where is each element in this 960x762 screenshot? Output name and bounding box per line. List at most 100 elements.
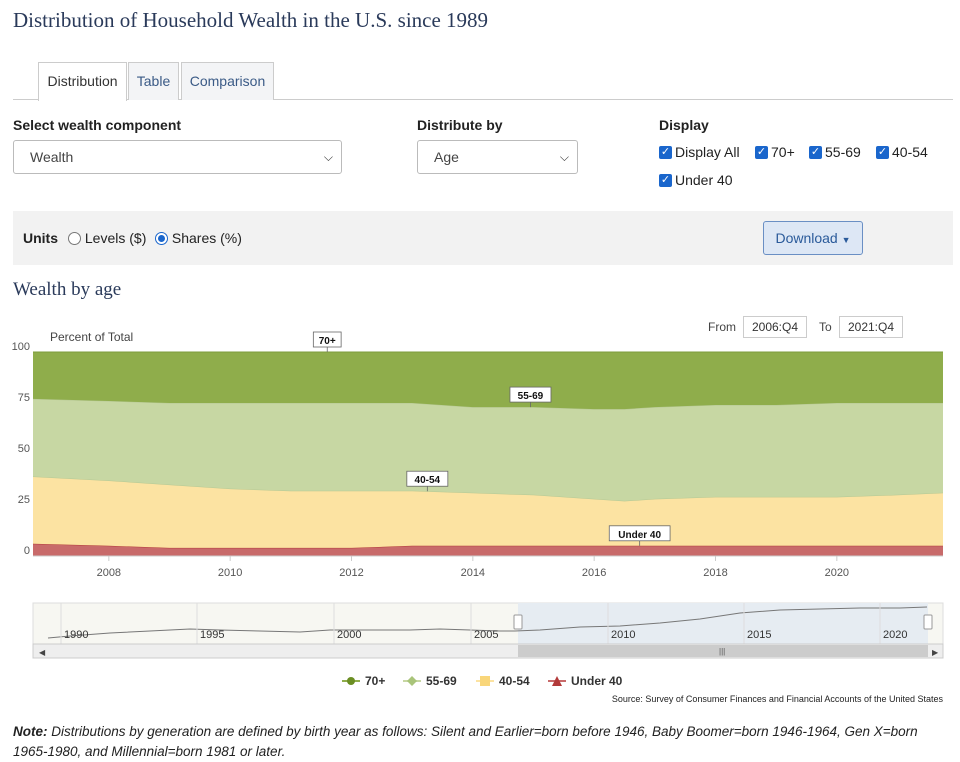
navigator-series-line	[47, 606, 928, 639]
navigator-year-label: 2015	[747, 629, 771, 641]
x-tick-label: 2014	[461, 567, 485, 579]
navigator-year-label: 1995	[200, 629, 224, 641]
checkbox-display-all[interactable]: ✓ Display All	[659, 144, 740, 160]
radio-icon[interactable]	[68, 232, 81, 245]
data-label: Under 40	[618, 530, 661, 541]
y-tick-label: 100	[12, 341, 30, 353]
navigator-year-label: 2000	[337, 629, 361, 641]
distribute-by-select[interactable]: Age ⌵	[417, 140, 578, 174]
area-series-55-69	[33, 398, 943, 501]
x-tick-label: 2018	[703, 567, 727, 579]
radio-shares[interactable]: Shares (%)	[155, 230, 242, 246]
page-title: Distribution of Household Wealth in the …	[13, 8, 489, 32]
range-to-label: To	[819, 320, 832, 334]
download-button[interactable]: Download ▼	[763, 221, 863, 255]
triangle-marker-icon	[548, 676, 566, 686]
chevron-down-icon: ⌵	[323, 150, 333, 164]
stacked-area-chart: Percent of Total 0 25 50 75 100 2008 2010 2012…	[12, 330, 944, 579]
checkbox-70-plus[interactable]: ✓ 70+	[755, 144, 795, 160]
radio-levels[interactable]: Levels ($)	[68, 230, 146, 246]
checkbox-checked-icon[interactable]: ✓	[755, 145, 768, 159]
checkbox-label: 40-54	[892, 144, 928, 160]
circle-marker-icon	[342, 677, 360, 685]
radio-label: Levels ($)	[84, 230, 147, 246]
checkbox-55-69[interactable]: ✓ 55-69	[809, 144, 861, 160]
legend-item-40-54[interactable]: 40-54	[476, 674, 530, 688]
distribute-by-value: Age	[434, 149, 459, 165]
scrollbar-grip-icon[interactable]: |||	[719, 647, 725, 656]
chevron-down-icon: ⌵	[559, 150, 569, 164]
range-from-input[interactable]: 2006:Q4	[743, 316, 807, 338]
y-tick-label: 50	[18, 443, 30, 455]
legend-item-under-40[interactable]: Under 40	[548, 674, 622, 688]
range-navigator[interactable]: 1990 1995 2000 2005 2010 2015 2020 ◀ ▶ |||	[0, 600, 960, 660]
scrollbar-thumb[interactable]	[518, 645, 928, 657]
legend-label: Under 40	[571, 674, 623, 688]
tab-comparison[interactable]: Comparison	[181, 62, 274, 100]
checkbox-checked-icon[interactable]: ✓	[809, 145, 822, 159]
range-to-input[interactable]: 2021:Q4	[839, 316, 903, 338]
y-tick-label: 0	[24, 545, 30, 557]
x-tick-label: 2016	[582, 567, 606, 579]
scroll-left-arrow-icon[interactable]: ◀	[39, 648, 46, 657]
data-label: 70+	[319, 336, 336, 347]
footnote: Note: Distributions by generation are de…	[13, 722, 953, 762]
navigator-right-handle[interactable]	[923, 614, 933, 630]
checkbox-checked-icon[interactable]: ✓	[659, 145, 672, 159]
distribute-label: Distribute by	[417, 117, 503, 133]
tab-distribution[interactable]: Distribution	[38, 62, 127, 101]
checkbox-40-54[interactable]: ✓ 40-54	[876, 144, 928, 160]
radio-label: Shares (%)	[171, 230, 242, 246]
data-label: 40-54	[415, 475, 441, 486]
note-text: Distributions by generation are defined …	[13, 724, 918, 759]
caret-down-icon: ▼	[841, 235, 851, 245]
display-label: Display	[659, 117, 709, 133]
navigator-year-label: 2005	[474, 629, 498, 641]
legend-label: 70+	[365, 674, 386, 688]
checkbox-label: Display All	[675, 144, 740, 160]
legend-item-70plus[interactable]: 70+	[342, 674, 385, 688]
x-tick-label: 2008	[97, 567, 121, 579]
legend-label: 40-54	[499, 674, 530, 688]
range-from-label: From	[708, 320, 736, 334]
checkbox-under-40[interactable]: ✓ Under 40	[659, 172, 733, 188]
checkbox-label: 70+	[771, 144, 795, 160]
x-tick-label: 2020	[825, 567, 849, 579]
download-label: Download	[775, 230, 838, 246]
area-series-70plus	[33, 352, 943, 410]
navigator-year-label: 1990	[64, 629, 88, 641]
wealth-component-value: Wealth	[30, 149, 74, 165]
component-label: Select wealth component	[13, 117, 182, 133]
source-note: Source: Survey of Consumer Finances and …	[611, 694, 943, 704]
checkbox-label: 55-69	[825, 144, 861, 160]
area-series-40-54	[33, 476, 943, 548]
wealth-component-select[interactable]: Wealth ⌵	[13, 140, 342, 174]
tab-table[interactable]: Table	[128, 62, 179, 100]
scroll-right-arrow-icon[interactable]: ▶	[932, 648, 939, 657]
checkbox-checked-icon[interactable]: ✓	[659, 173, 672, 187]
y-tick-label: 25	[18, 494, 30, 506]
y-axis-title: Percent of Total	[50, 330, 133, 344]
x-tick-label: 2012	[339, 567, 363, 579]
note-lead: Note:	[13, 724, 48, 739]
area-series-under-40	[33, 543, 943, 556]
navigator-year-label: 2010	[611, 629, 635, 641]
legend-label: 55-69	[426, 674, 457, 688]
units-bar: Units Levels ($) Shares (%) Download ▼	[13, 211, 953, 265]
navigator-selected-range[interactable]	[518, 603, 928, 644]
legend-item-55-69[interactable]: 55-69	[403, 674, 457, 688]
data-label: 55-69	[518, 391, 544, 402]
diamond-marker-icon	[403, 676, 421, 686]
x-tick-label: 2010	[218, 567, 242, 579]
units-label: Units	[23, 230, 58, 246]
radio-selected-icon[interactable]	[155, 232, 168, 245]
checkbox-label: Under 40	[675, 172, 733, 188]
tab-bar: Distribution Table Comparison	[13, 62, 953, 101]
navigator-left-handle[interactable]	[513, 614, 523, 630]
navigator-year-label: 2020	[883, 629, 907, 641]
y-tick-label: 75	[18, 392, 30, 404]
square-marker-icon	[476, 676, 494, 686]
checkbox-checked-icon[interactable]: ✓	[876, 145, 889, 159]
chart-legend: 70+ 55-69 40-54 Under 40	[0, 674, 960, 690]
chart-subtitle: Wealth by age	[13, 279, 122, 300]
